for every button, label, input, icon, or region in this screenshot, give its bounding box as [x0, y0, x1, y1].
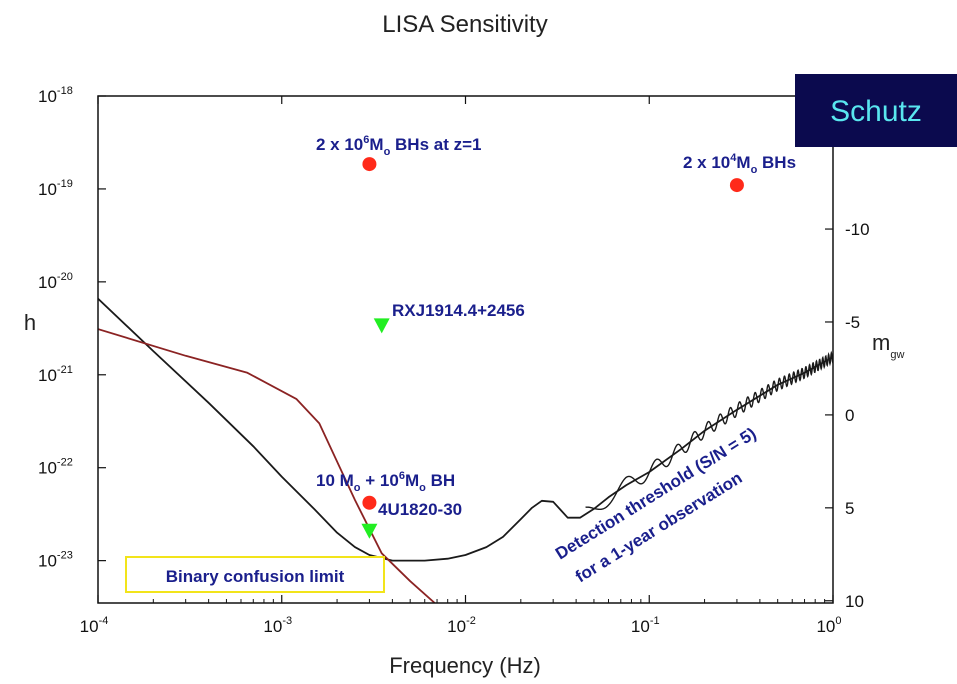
annotation-bh-pair-d: BH [426, 471, 455, 490]
source-point-3 [362, 495, 377, 510]
y-tick-label-1: 10-19 [38, 178, 73, 199]
source-point-4 [361, 523, 378, 539]
annotation-bhs-z1-c: BHs at z=1 [390, 135, 481, 154]
annotation-bhs-z1-sup: 6 [363, 134, 369, 146]
series-line-0 [98, 297, 833, 562]
annotation-bhs-1e4: 2 x 104Mo BHs [683, 152, 796, 176]
annotation-bh-pair-sub2: o [419, 482, 426, 494]
source-point-1 [729, 178, 744, 193]
x-tick-label-0: 10-4 [80, 615, 109, 636]
y-axis-ticks: 10-18 10-19 10-20 10-21 10-22 10-23 [38, 85, 106, 571]
annotation-rxj: RXJ1914.4+2456 [392, 301, 525, 320]
author-badge-text: Schutz [830, 95, 922, 128]
y-axis-label: h [24, 310, 36, 335]
y-tick-label-3: 10-21 [38, 364, 73, 385]
annotation-bh-pair: 10 Mo + 106Mo BH [316, 470, 455, 494]
annotation-bh-pair-sub1: o [354, 482, 361, 494]
confusion-limit-label: Binary confusion limit [166, 567, 345, 586]
point-layer [361, 157, 744, 539]
author-badge [795, 74, 957, 147]
annotation-bh-pair-a: 10 M [316, 471, 354, 490]
annotation-bhs-1e4-a: 2 x 10 [683, 153, 730, 172]
right-axis-label: mgw [872, 330, 904, 361]
annotation-bhs-z1-a: 2 x 10 [316, 135, 363, 154]
y-tick-label-0: 10-18 [38, 85, 73, 106]
right-axis-label-main: m [872, 330, 890, 355]
annotation-bhs-z1: 2 x 106Mo BHs at z=1 [316, 134, 481, 158]
right-tick-label-3: 5 [845, 499, 854, 518]
plot-frame [97, 95, 834, 604]
threshold-label-group: Detection threshold (S/N = 5) for a 1-ye… [552, 424, 760, 587]
x-tick-label-2: 10-2 [447, 615, 476, 636]
threshold-oscillation [585, 350, 833, 511]
x-tick-label-1: 10-3 [263, 615, 292, 636]
chart-title: LISA Sensitivity [382, 11, 547, 38]
right-axis-ticks: -10 -5 0 5 10 [825, 220, 870, 611]
annotation-bh-pair-sup: 6 [399, 470, 405, 482]
annotation-4u1820: 4U1820-30 [378, 500, 462, 519]
annotation-bhs-z1-sub: o [384, 146, 391, 158]
annotation-bhs-z1-b: M [369, 135, 383, 154]
annotation-bhs-1e4-sub: o [751, 164, 758, 176]
y-tick-label-4: 10-22 [38, 457, 73, 478]
x-tick-label-3: 10-1 [631, 615, 660, 636]
right-tick-label-4: 10 [845, 592, 864, 611]
y-tick-label-2: 10-20 [38, 271, 73, 292]
right-axis-label-sub: gw [890, 349, 904, 361]
x-axis-ticks: 10-4 10-3 10-2 10-1 100 [80, 96, 842, 636]
annotation-bhs-1e4-b: M [736, 153, 750, 172]
confusion-limit-box [125, 556, 385, 593]
curve-layer [98, 297, 833, 603]
x-tick-label-4: 100 [816, 615, 841, 636]
source-point-2 [373, 318, 390, 334]
x-axis-label: Frequency (Hz) [389, 653, 541, 678]
series-line-1 [98, 328, 436, 603]
annotation-bhs-1e4-sup: 4 [730, 152, 737, 164]
right-tick-label-2: 0 [845, 406, 854, 425]
annotation-bh-pair-c: M [405, 471, 419, 490]
annotation-bhs-1e4-c: BHs [757, 153, 796, 172]
annotation-bh-pair-b: + 10 [361, 471, 399, 490]
source-point-0 [362, 157, 377, 172]
right-tick-label-1: -5 [845, 313, 860, 332]
y-tick-label-5: 10-23 [38, 550, 73, 571]
right-tick-label-0: -10 [845, 220, 870, 239]
